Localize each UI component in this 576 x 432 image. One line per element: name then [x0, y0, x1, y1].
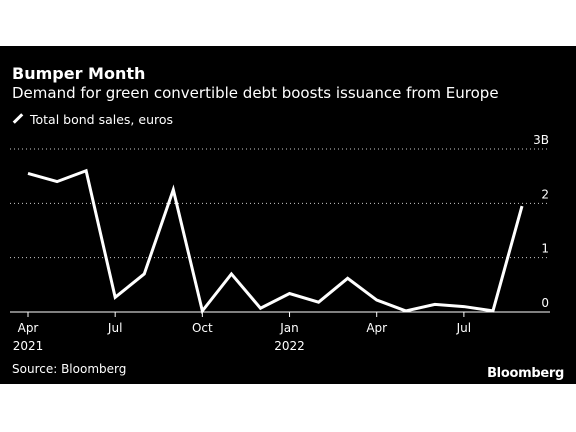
chart-subtitle: Demand for green convertible debt boosts…	[12, 84, 499, 102]
x-tick-label: Jul	[107, 321, 122, 335]
x-tick-label: Oct	[192, 321, 213, 335]
source-note: Source: Bloomberg	[12, 362, 127, 376]
x-tick-label: Jul	[456, 321, 471, 335]
line-chart: 3B 2 1 0 Apr 2021 Jul Oct Jan 2022 Apr Jul	[10, 133, 550, 353]
x-tick-label: Apr	[18, 321, 39, 335]
y-tick-label: 0	[541, 296, 549, 310]
series-line	[27, 168, 524, 315]
y-tick-label: 2	[541, 187, 549, 201]
chart-panel: Bumper Month Demand for green convertibl…	[0, 46, 576, 384]
y-tick-label: 3B	[533, 133, 549, 147]
bloomberg-logo: Bloomberg	[487, 366, 564, 381]
legend-label: Total bond sales, euros	[30, 112, 174, 127]
y-tick-labels: 3B 2 1 0	[533, 133, 549, 310]
legend: Total bond sales, euros	[12, 112, 173, 127]
y-tick-label: 1	[541, 242, 549, 256]
x-tick-year-label: 2022	[274, 339, 305, 353]
x-tick-label: Jan	[279, 321, 299, 335]
gridlines	[10, 148, 550, 313]
x-tick-year-label: 2021	[13, 339, 44, 353]
x-axis: Apr 2021 Jul Oct Jan 2022 Apr Jul	[13, 312, 471, 353]
chart-title: Bumper Month	[12, 64, 146, 83]
series-layer	[27, 168, 524, 315]
x-tick-label: Apr	[366, 321, 387, 335]
